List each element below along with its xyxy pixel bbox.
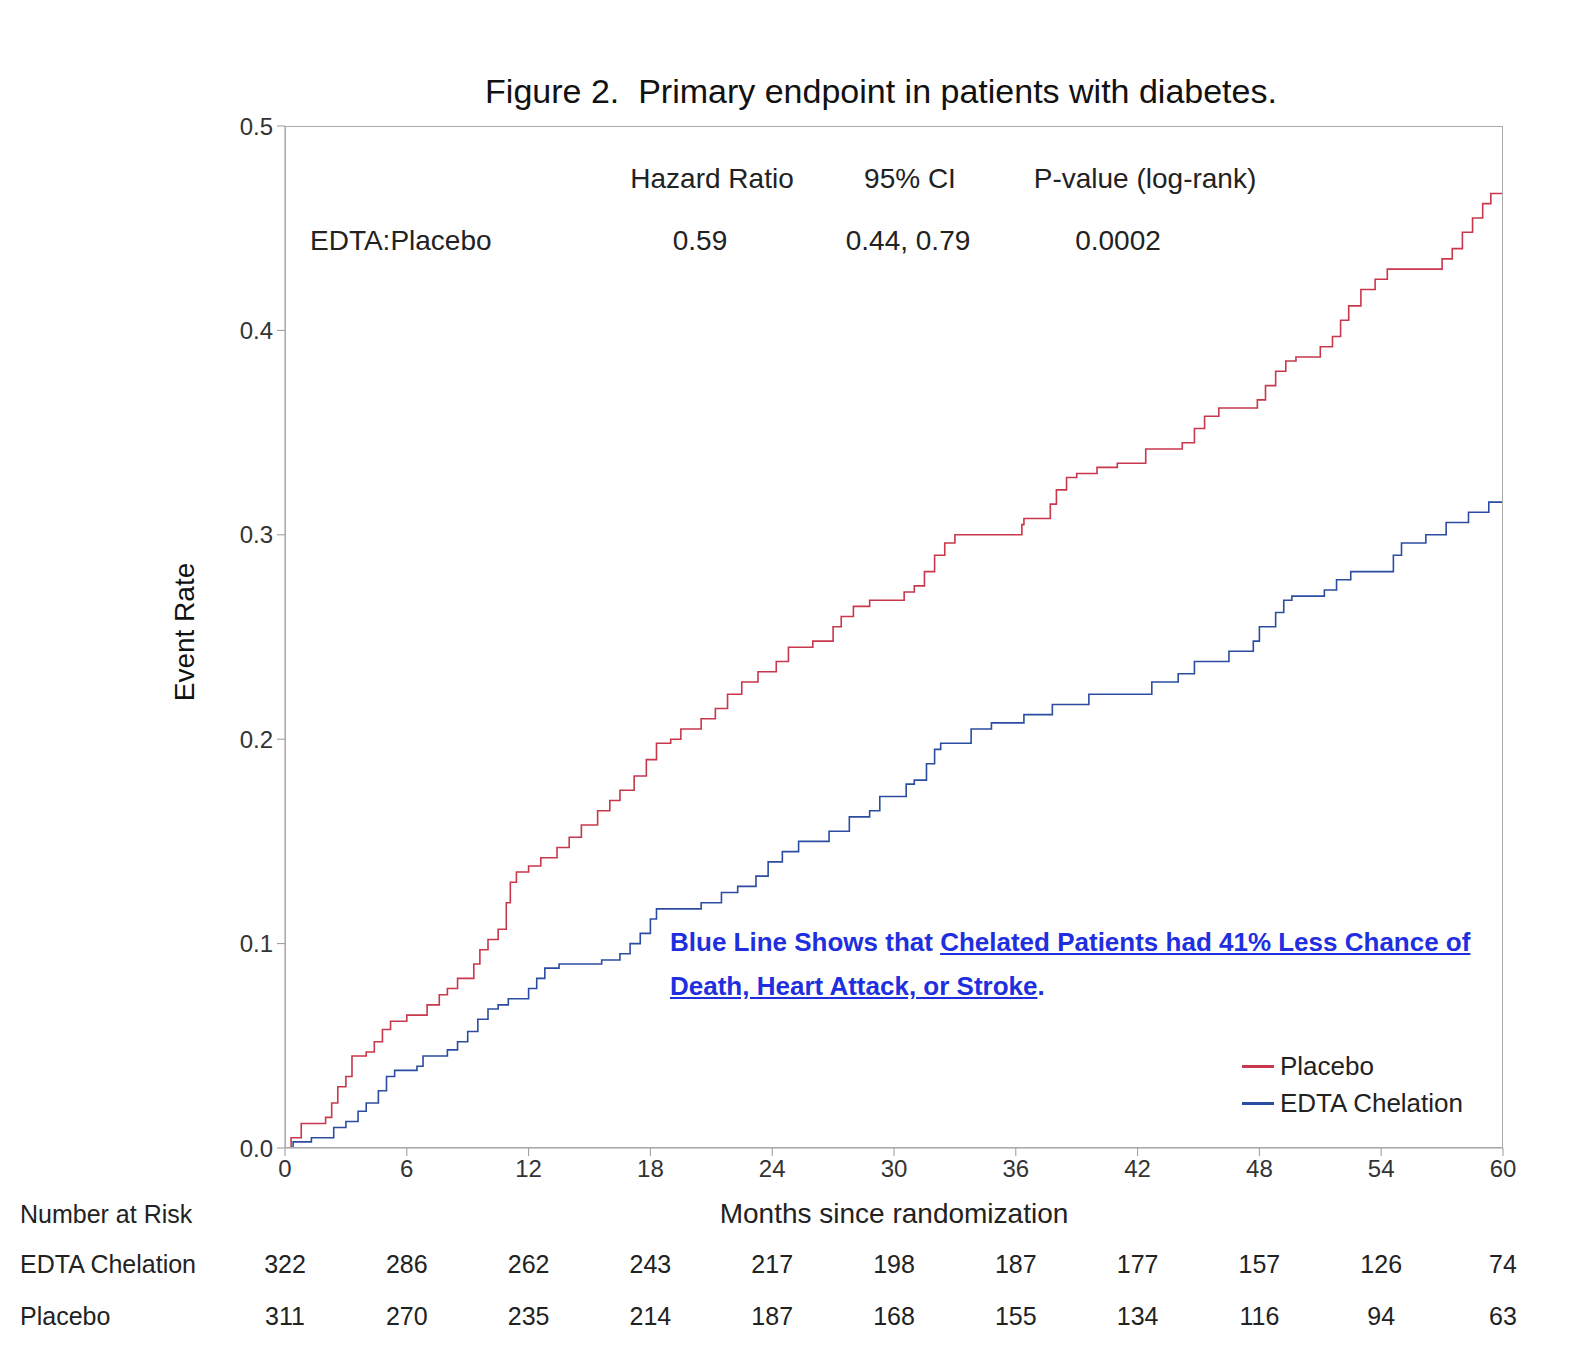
html-text:EDTA Chelation: EDTA Chelation bbox=[20, 1250, 196, 1278]
svg-text:12: 12 bbox=[515, 1155, 542, 1182]
svg-text:30: 30 bbox=[881, 1155, 908, 1182]
svg-text:36: 36 bbox=[1002, 1155, 1029, 1182]
html-text:Months since randomization: Months since randomization bbox=[719, 1198, 1069, 1229]
html-text:155: 155 bbox=[994, 1302, 1037, 1330]
html-text:270: 270 bbox=[385, 1302, 428, 1330]
html-text:168: 168 bbox=[873, 1302, 915, 1330]
html-text:286: 286 bbox=[385, 1250, 428, 1278]
svg-text:0.2: 0.2 bbox=[240, 726, 273, 753]
html-text:198: 198 bbox=[873, 1250, 915, 1278]
html-text:0.59: 0.59 bbox=[672, 225, 728, 256]
html-text:262: 262 bbox=[507, 1250, 550, 1278]
html-text:177: 177 bbox=[1116, 1250, 1159, 1278]
html-text:311: 311 bbox=[265, 1302, 305, 1330]
svg-text:42: 42 bbox=[1124, 1155, 1151, 1182]
html-text:134: 134 bbox=[1116, 1302, 1159, 1330]
html-text:217: 217 bbox=[751, 1250, 793, 1278]
html-text:EDTA Chelation: EDTA Chelation bbox=[1279, 1088, 1463, 1118]
html-text:Blue Line Shows that Chelated: Blue Line Shows that Chelated Patients h… bbox=[670, 927, 1471, 1001]
html-text:EDTA:Placebo: EDTA:Placebo bbox=[310, 225, 492, 256]
svg-text:0.3: 0.3 bbox=[240, 521, 273, 548]
html-text:235: 235 bbox=[507, 1302, 550, 1330]
svg-text:0.4: 0.4 bbox=[240, 317, 273, 344]
html-text:243: 243 bbox=[629, 1250, 672, 1278]
html-text:187: 187 bbox=[994, 1250, 1037, 1278]
svg-text:18: 18 bbox=[637, 1155, 664, 1182]
html-text:0.44, 0.79: 0.44, 0.79 bbox=[845, 225, 971, 256]
html-text:Hazard Ratio: Hazard Ratio bbox=[630, 163, 794, 194]
svg-text:0.0: 0.0 bbox=[240, 1135, 273, 1162]
html-text:95% CI: 95% CI bbox=[864, 163, 956, 194]
html-text:Placebo: Placebo bbox=[1279, 1051, 1374, 1081]
html-text:322: 322 bbox=[264, 1250, 306, 1278]
svg-text:0: 0 bbox=[278, 1155, 291, 1182]
svg-text:6: 6 bbox=[400, 1155, 413, 1182]
html-text:63: 63 bbox=[1489, 1302, 1517, 1330]
svg-text:0.5: 0.5 bbox=[240, 113, 273, 140]
html-text:Number at Risk: Number at Risk bbox=[20, 1200, 193, 1228]
html-text:214: 214 bbox=[629, 1302, 672, 1330]
html-text:P-value (log-rank): P-value (log-rank) bbox=[1033, 163, 1257, 194]
html-text:Event Rate: Event Rate bbox=[169, 562, 200, 702]
svg-text:24: 24 bbox=[759, 1155, 786, 1182]
html-text:187: 187 bbox=[751, 1302, 793, 1330]
svg-text:60: 60 bbox=[1490, 1155, 1517, 1182]
html-text:126: 126 bbox=[1360, 1250, 1402, 1278]
html-text:74: 74 bbox=[1489, 1250, 1517, 1278]
svg-text:0.1: 0.1 bbox=[240, 930, 273, 957]
svg-text:48: 48 bbox=[1246, 1155, 1273, 1182]
html-text:Figure 2. Primary endpoint in: Figure 2. Primary endpoint in patients w… bbox=[485, 72, 1277, 110]
html-text:157: 157 bbox=[1238, 1250, 1281, 1278]
svg-text:54: 54 bbox=[1368, 1155, 1395, 1182]
html-text:94: 94 bbox=[1367, 1302, 1396, 1330]
html-text:0.0002: 0.0002 bbox=[1075, 225, 1161, 256]
html-text:116: 116 bbox=[1239, 1302, 1280, 1330]
html-text:Placebo: Placebo bbox=[20, 1302, 111, 1330]
